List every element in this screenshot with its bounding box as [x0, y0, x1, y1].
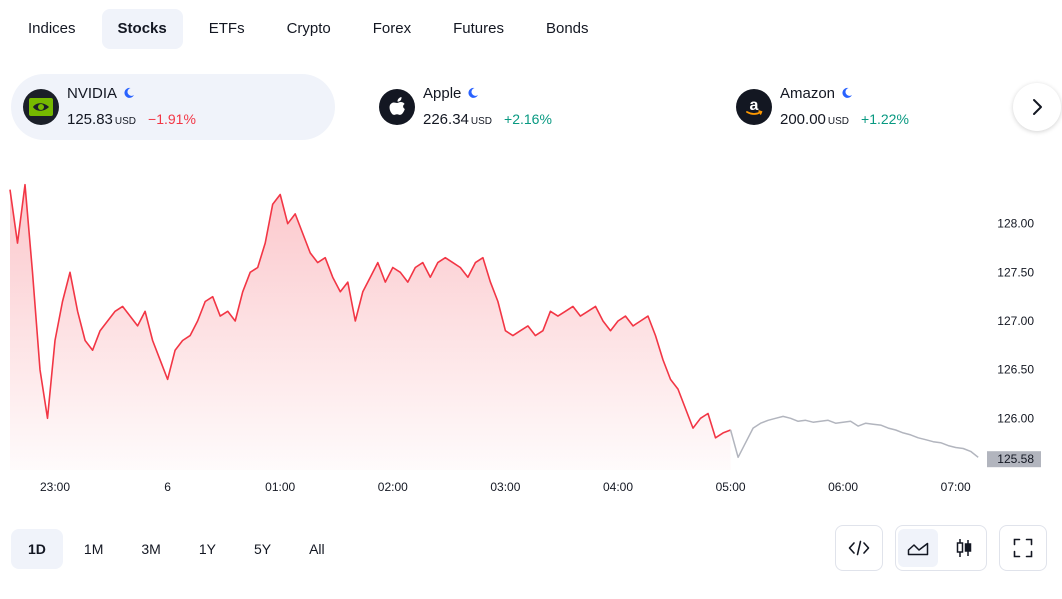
- stock-card-apple[interactable]: Apple 226.34 USD +2.16%: [367, 74, 691, 140]
- tab-stocks[interactable]: Stocks: [101, 9, 183, 49]
- y-tick-label: 127.00: [997, 314, 1034, 328]
- svg-text:a: a: [750, 97, 759, 114]
- embed-button[interactable]: [835, 525, 883, 571]
- y-tick-label: 126.00: [997, 411, 1034, 425]
- extended-session-line: [729, 415, 979, 459]
- stock-price: 226.34: [423, 111, 469, 128]
- chevron-right-icon: [1033, 99, 1042, 115]
- stock-name: NVIDIA: [67, 85, 118, 102]
- x-tick-label: 6: [164, 480, 171, 494]
- currency-unit: USD: [114, 116, 137, 127]
- apple-logo-icon: [379, 89, 415, 125]
- area-chart-icon: [907, 542, 929, 556]
- regular-session-line: [9, 183, 731, 439]
- code-icon: [848, 540, 870, 556]
- moon-icon: [468, 87, 479, 98]
- x-tick-label: 02:00: [378, 480, 408, 494]
- area-chart-button[interactable]: [898, 529, 938, 567]
- last-price-badge: [987, 451, 1041, 468]
- x-tick-label: 23:00: [40, 480, 70, 494]
- price-change: +1.22%: [861, 111, 909, 127]
- tab-bonds[interactable]: Bonds: [545, 20, 589, 37]
- price-chart[interactable]: 128.00 127.50 127.00 126.50 126.00 125.58 23:…: [0, 170, 1062, 500]
- chart-type-group: [895, 525, 987, 571]
- currency-unit: USD: [827, 116, 850, 127]
- moon-icon: [842, 87, 853, 98]
- range-3m[interactable]: 3M: [141, 541, 161, 557]
- asset-class-tabs: Indices Stocks ETFs Crypto Forex Futures…: [12, 9, 615, 49]
- candles-button[interactable]: [944, 529, 984, 567]
- range-selector: 1D 1M 3M 1Y 5Y All: [11, 529, 346, 569]
- price-change: +2.16%: [504, 111, 552, 127]
- nvidia-logo-icon: [23, 89, 59, 125]
- range-1m[interactable]: 1M: [83, 541, 104, 557]
- stock-name: Apple: [423, 85, 462, 102]
- range-1y[interactable]: 1Y: [198, 541, 216, 557]
- stock-name: Amazon: [780, 85, 836, 102]
- regular-session-area: [10, 184, 731, 470]
- x-tick-label: 05:00: [716, 480, 746, 494]
- stock-price: 200.00: [780, 111, 826, 128]
- tab-crypto[interactable]: Crypto: [286, 20, 331, 37]
- range-1d[interactable]: 1D: [11, 529, 63, 569]
- stock-card-nvidia[interactable]: NVIDIA 125.83 USD −1.91%: [11, 74, 335, 140]
- x-tick-label: 03:00: [490, 480, 520, 494]
- amazon-logo-icon: a: [736, 89, 772, 125]
- tab-indices[interactable]: Indices: [28, 20, 76, 37]
- x-tick-label: 01:00: [265, 480, 295, 494]
- y-tick-label: 128.00: [997, 217, 1034, 231]
- tab-futures[interactable]: Futures: [453, 20, 504, 37]
- x-tick-label: 07:00: [941, 480, 971, 494]
- range-5y[interactable]: 5Y: [253, 541, 272, 557]
- candlestick-icon: [956, 539, 972, 557]
- x-tick-label: 04:00: [603, 480, 633, 494]
- fullscreen-icon: [1013, 538, 1033, 558]
- x-tick-label: 06:00: [828, 480, 858, 494]
- moon-icon: [124, 87, 135, 98]
- tab-etfs[interactable]: ETFs: [208, 20, 245, 37]
- stock-price: 125.83: [67, 111, 113, 128]
- stock-card-amazon[interactable]: a Amazon 200.00 USD +1.22%: [724, 74, 1004, 140]
- fullscreen-button[interactable]: [999, 525, 1047, 571]
- price-change: −1.91%: [148, 111, 196, 127]
- y-tick-label: 127.50: [997, 265, 1034, 279]
- range-all[interactable]: All: [309, 541, 325, 557]
- last-price-label: 125.58: [997, 452, 1034, 466]
- currency-unit: USD: [470, 116, 493, 127]
- y-tick-label: 126.50: [997, 363, 1034, 377]
- tab-forex[interactable]: Forex: [372, 20, 412, 37]
- scroll-right-button[interactable]: [1013, 83, 1061, 131]
